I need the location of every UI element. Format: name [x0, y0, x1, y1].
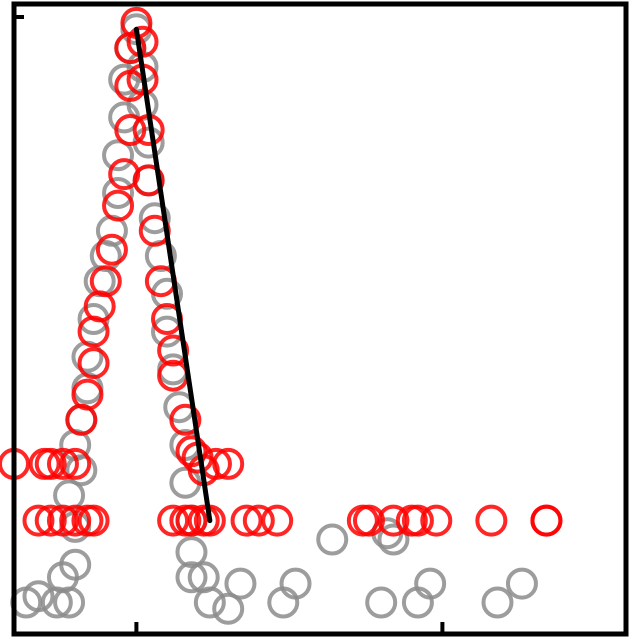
axes-frame	[11, 1, 629, 637]
data-point-s1-17	[95, 233, 128, 266]
fit-line	[133, 26, 213, 524]
data-point-s1-8	[59, 504, 92, 537]
data-point-s0-49	[414, 567, 447, 600]
plot-frame	[11, 1, 629, 637]
data-point-s1-13	[77, 347, 110, 380]
data-point-s1-33	[169, 403, 202, 436]
data-point-s1-12	[71, 378, 104, 411]
data-point-s1-31	[157, 334, 190, 367]
data-point-s1-7	[46, 504, 79, 537]
data-point-s1-38	[212, 447, 245, 480]
data-point-s0-36	[175, 536, 208, 569]
data-point-s1-51	[401, 504, 434, 537]
data-point-s0-5	[59, 548, 92, 581]
data-point-s1-18	[102, 189, 135, 222]
data-point-s1-20	[114, 114, 147, 146]
data-point-s0-50	[481, 586, 514, 619]
data-point-s1-2	[34, 447, 67, 480]
data-point-s0-51	[505, 567, 538, 600]
data-point-s0-39	[193, 586, 226, 619]
data-point-s1-49	[377, 504, 410, 537]
data-point-s1-52	[420, 504, 453, 537]
data-point-s1-4	[59, 447, 92, 480]
data-point-s0-18	[102, 139, 135, 172]
data-point-s1-46	[261, 504, 294, 537]
data-point-s1-5	[22, 504, 55, 537]
data-point-s0-45	[365, 586, 398, 619]
points-layer	[0, 6, 563, 625]
data-point-s1-10	[77, 504, 110, 537]
data-point-s1-41	[175, 504, 208, 537]
data-point-s0-41	[224, 567, 257, 600]
data-point-s1-39	[157, 504, 190, 537]
data-point-s1-45	[242, 504, 275, 537]
data-point-s0-17	[102, 177, 135, 209]
data-point-s1-3	[46, 447, 79, 480]
data-point-s0-44	[316, 523, 349, 556]
data-point-s0-40	[212, 592, 245, 625]
data-point-s1-6	[34, 504, 67, 537]
fit-line-layer	[133, 26, 213, 524]
data-point-s0-37	[175, 561, 208, 594]
data-point-s1-16	[89, 265, 122, 298]
data-point-s1-44	[230, 504, 263, 537]
data-point-s1-48	[352, 504, 385, 537]
data-point-s1-55	[530, 504, 563, 537]
data-point-s0-43	[279, 567, 312, 600]
data-point-s0-1	[22, 580, 55, 613]
data-point-s0-27	[138, 202, 171, 235]
data-point-s1-53	[475, 504, 508, 537]
data-point-s1-27	[132, 164, 165, 197]
data-point-s0-47	[377, 523, 410, 556]
